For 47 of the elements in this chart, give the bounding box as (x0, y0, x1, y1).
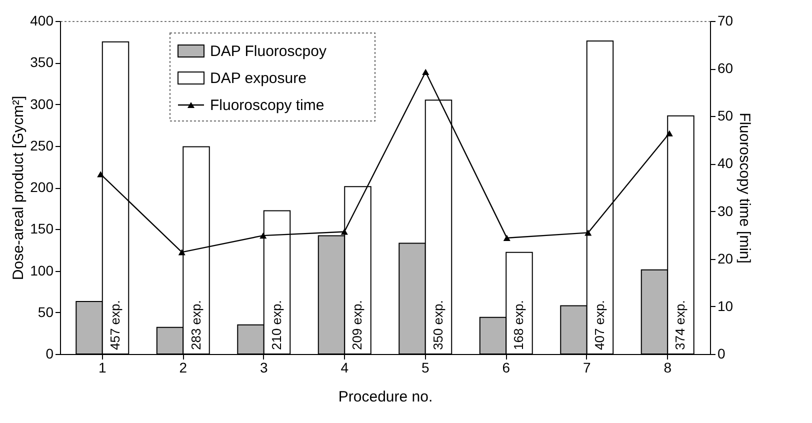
point (340, 228, 348, 235)
y-tick-label: 150 (30, 220, 54, 237)
annotation: 457 exp. (108, 300, 123, 350)
y-tick-label: 350 (30, 54, 54, 70)
x-tick-label: 7 (582, 360, 591, 376)
y2-tick-label: 30 (718, 202, 734, 219)
legend-label: Fluoroscopy time (210, 97, 324, 114)
y2-tick-label: 70 (718, 12, 734, 28)
legend-label: DAP exposure (210, 70, 306, 87)
annotation: 283 exp. (188, 300, 204, 350)
y2-tick-label: 10 (718, 298, 734, 314)
annotation: 407 exp. (592, 300, 607, 350)
legend-label: DAP Fluoroscpoy (210, 43, 327, 60)
y-tick-label: 50 (38, 304, 54, 320)
x-tick-label: 8 (664, 360, 672, 376)
annotation: 209 exp. (350, 300, 365, 350)
y-tick-label: 0 (46, 346, 54, 362)
y2-tick-label: 50 (718, 108, 734, 124)
point (422, 68, 430, 75)
y-tick-label: 200 (30, 179, 54, 195)
y2-tick-label: 40 (718, 155, 734, 172)
point (584, 230, 592, 236)
x-tick-label: 5 (421, 360, 430, 376)
point (260, 232, 267, 239)
annotation: 168 exp. (511, 300, 526, 350)
y-axis-title: Dose-areal product [Gycm²] (10, 96, 28, 280)
x-tick-label: 2 (179, 360, 188, 376)
x-axis-title: Procedure no. (338, 388, 433, 406)
point (666, 130, 673, 136)
y2-tick-label: 0 (718, 346, 726, 362)
point (178, 249, 186, 256)
y-tick-label: 400 (30, 12, 54, 28)
x-tick-label: 6 (502, 360, 510, 376)
y2-tick-label: 60 (718, 60, 734, 76)
x-tick-label: 3 (260, 360, 268, 376)
annotation: 350 exp. (430, 300, 446, 350)
point (503, 234, 510, 241)
annotation: 210 exp. (269, 300, 284, 350)
y2-tick-label: 20 (718, 250, 734, 266)
y2-axis-title: Fluoroscopy time [min] (736, 112, 754, 264)
annotation: 374 exp. (672, 300, 688, 350)
y-tick-label: 250 (30, 137, 54, 154)
x-tick-label: 1 (98, 360, 106, 376)
point (97, 171, 104, 178)
y-tick-label: 100 (30, 262, 54, 278)
x-tick-label: 4 (340, 360, 349, 376)
y-tick-label: 300 (30, 96, 54, 112)
